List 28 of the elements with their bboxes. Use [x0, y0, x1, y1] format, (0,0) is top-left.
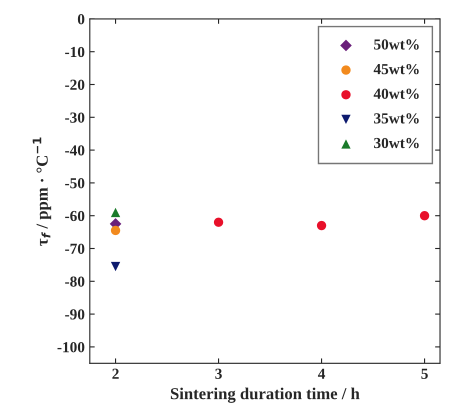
x-tick-label: 3: [215, 368, 222, 379]
point: [110, 208, 120, 218]
y-tick-label: -60: [65, 210, 84, 222]
y-axis-title: τ$_{f}$ / ppm · °C$^{−1}$: [32, 138, 52, 246]
y-tick-label: 0: [78, 14, 84, 24]
x-tick-label: 2: [112, 368, 119, 379]
y-tick-label: -20: [65, 80, 84, 90]
legend-label: 40wt%: [374, 88, 419, 99]
point: [316, 220, 326, 230]
y-tick-label: -70: [65, 244, 84, 254]
legend-label: 50wt%: [374, 39, 419, 50]
x-axis-title: Sintering duration time / h: [170, 388, 360, 403]
legend-label: 35wt%: [374, 113, 419, 124]
y-tick-label: -90: [65, 309, 84, 320]
legend-label: 30wt%: [374, 138, 419, 148]
x-tick-label: 5: [421, 368, 428, 379]
y-tick-label: -100: [57, 342, 84, 352]
y-tick-label: -40: [65, 145, 84, 156]
point: [110, 262, 120, 272]
y-tick-label: -80: [65, 276, 84, 287]
y-tick-label: -30: [65, 112, 84, 123]
y-tick-label: -50: [65, 178, 84, 188]
point: [420, 211, 430, 220]
point: [110, 226, 120, 236]
legend-label: 45wt%: [374, 64, 419, 74]
x-tick-label: 4: [318, 368, 326, 379]
y-tick-label: -10: [65, 46, 84, 58]
point: [214, 218, 224, 227]
